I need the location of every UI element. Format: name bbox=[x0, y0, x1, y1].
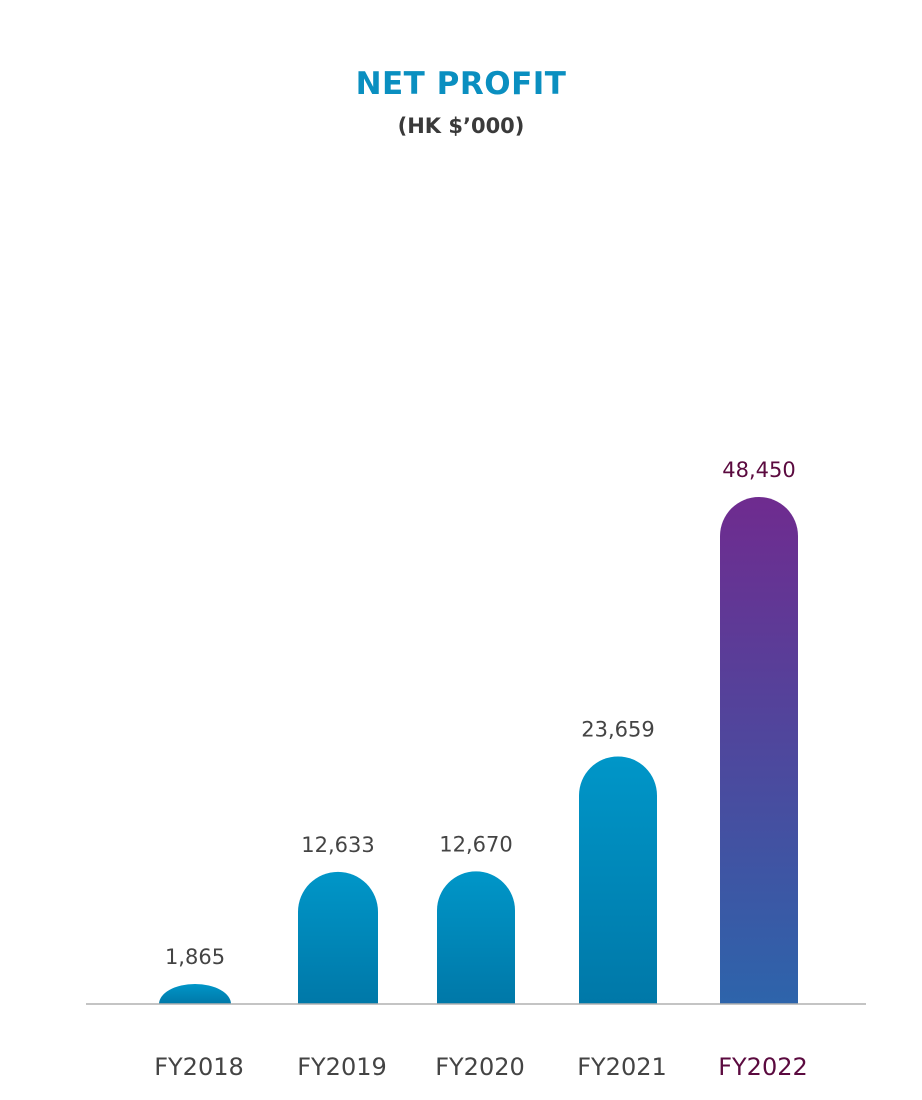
value-label-fy2019: 12,633 bbox=[301, 833, 374, 857]
category-label-fy2020: FY2020 bbox=[435, 1053, 525, 1081]
category-label-fy2021: FY2021 bbox=[577, 1053, 667, 1081]
category-label-fy2019: FY2019 bbox=[297, 1053, 387, 1081]
bar-fy2021 bbox=[579, 756, 657, 1004]
value-label-fy2021: 23,659 bbox=[581, 717, 654, 741]
bars-group bbox=[159, 497, 798, 1004]
category-label-fy2018: FY2018 bbox=[154, 1053, 244, 1081]
bar-fy2022 bbox=[720, 497, 798, 1004]
bar-fy2018 bbox=[159, 984, 231, 1004]
chart-title: NET PROFIT bbox=[355, 66, 567, 102]
value-label-fy2018: 1,865 bbox=[165, 945, 225, 969]
labels-group: 1,865 FY2018 12,633 FY2019 12,670 FY2020 23,65… bbox=[154, 458, 808, 1081]
value-label-fy2022: 48,450 bbox=[722, 458, 795, 482]
chart-subtitle: (HK $’000) bbox=[397, 114, 525, 138]
bar-fy2019 bbox=[298, 871, 378, 1004]
bar-fy2020 bbox=[437, 871, 515, 1004]
value-label-fy2020: 12,670 bbox=[439, 832, 512, 856]
category-label-fy2022: FY2022 bbox=[718, 1053, 808, 1081]
